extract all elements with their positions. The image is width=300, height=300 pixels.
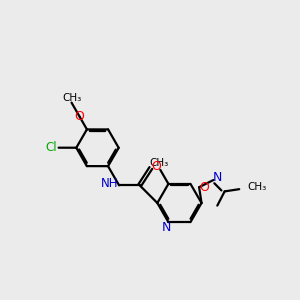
Text: CH₃: CH₃ bbox=[149, 158, 169, 168]
Text: O: O bbox=[200, 181, 209, 194]
Text: N: N bbox=[213, 171, 223, 184]
Text: O: O bbox=[151, 160, 161, 173]
Text: CH₃: CH₃ bbox=[62, 93, 81, 103]
Text: O: O bbox=[75, 110, 85, 123]
Text: CH₃: CH₃ bbox=[247, 182, 266, 192]
Text: N: N bbox=[162, 221, 172, 234]
Text: Cl: Cl bbox=[46, 141, 57, 154]
Text: NH: NH bbox=[101, 177, 118, 190]
